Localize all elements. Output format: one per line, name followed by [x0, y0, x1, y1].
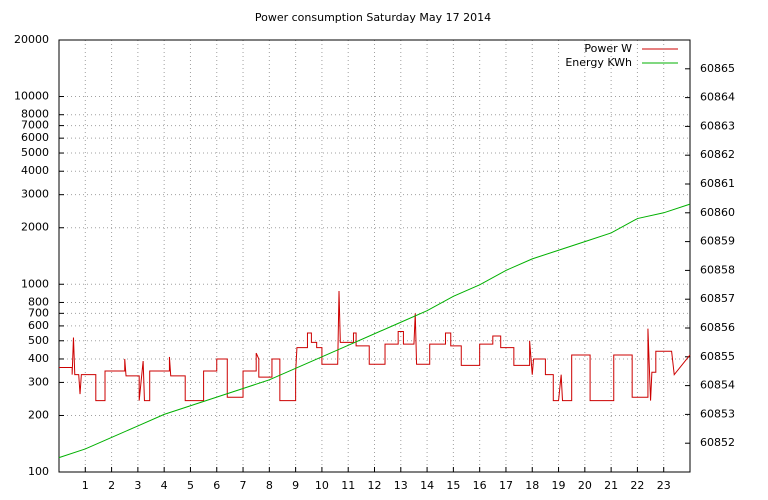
x-tick-label: 8	[266, 479, 273, 492]
y2-tick-label: 60863	[700, 119, 735, 132]
y-tick-label: 400	[28, 352, 49, 365]
y-tick-label: 7000	[21, 119, 49, 132]
x-tick-label: 6	[213, 479, 220, 492]
plot-frame	[58, 39, 691, 473]
y-tick-label: 3000	[21, 188, 49, 201]
y2-tick-label: 60853	[700, 407, 735, 420]
y-tick-label: 10000	[14, 90, 49, 103]
y2-tick-label: 60859	[700, 235, 735, 248]
x-tick-label: 13	[394, 479, 408, 492]
x-tick-label: 7	[240, 479, 247, 492]
y-tick-label: 6000	[21, 131, 49, 144]
legend-label: Power W	[584, 42, 632, 55]
y2-tick-label: 60864	[700, 91, 735, 104]
x-tick-label: 12	[368, 479, 382, 492]
y-tick-label: 500	[28, 334, 49, 347]
y-tick-label: 700	[28, 306, 49, 319]
y-tick-label: 800	[28, 295, 49, 308]
x-tick-label: 3	[134, 479, 141, 492]
y-tick-label: 1000	[21, 277, 49, 290]
y2-tick-label: 60852	[700, 436, 735, 449]
y2-tick-label: 60855	[700, 350, 735, 363]
y2-tick-label: 60865	[700, 62, 735, 75]
y2-tick-label: 60856	[700, 321, 735, 334]
y-tick-label: 4000	[21, 164, 49, 177]
data-line	[58, 203, 691, 459]
y-tick-label: 8000	[21, 108, 49, 121]
y-tick-label: 300	[28, 375, 49, 388]
y2-tick-label: 60860	[700, 206, 735, 219]
x-tick-label: 1	[82, 479, 89, 492]
y2-tick-label: 60854	[700, 379, 735, 392]
y2-tick-label: 60857	[700, 292, 735, 305]
x-tick-label: 14	[420, 479, 434, 492]
legend-label: Energy KWh	[565, 56, 632, 69]
x-tick-label: 21	[604, 479, 618, 492]
x-tick-label: 20	[578, 479, 592, 492]
y2-tick-label: 60861	[700, 177, 735, 190]
x-tick-label: 11	[341, 479, 355, 492]
x-tick-label: 16	[473, 479, 487, 492]
x-tick-label: 22	[630, 479, 644, 492]
chart-title: Power consumption Saturday May 17 2014	[255, 11, 491, 24]
y-tick-label: 100	[28, 465, 49, 478]
y2-tick-label: 60858	[700, 263, 735, 276]
x-tick-label: 2	[108, 479, 115, 492]
y-tick-label: 600	[28, 319, 49, 332]
x-tick-label: 17	[499, 479, 513, 492]
x-tick-label: 10	[315, 479, 329, 492]
x-tick-label: 23	[657, 479, 671, 492]
x-tick-label: 9	[292, 479, 299, 492]
x-tick-label: 4	[161, 479, 168, 492]
x-tick-label: 15	[446, 479, 460, 492]
y-tick-label: 200	[28, 408, 49, 421]
data-line	[59, 291, 691, 402]
y-tick-label: 5000	[21, 146, 49, 159]
x-tick-label: 18	[525, 479, 539, 492]
y2-tick-label: 60862	[700, 148, 735, 161]
y-tick-label: 2000	[21, 221, 49, 234]
y-tick-label: 20000	[14, 33, 49, 46]
x-tick-label: 5	[187, 479, 194, 492]
x-tick-label: 19	[552, 479, 566, 492]
